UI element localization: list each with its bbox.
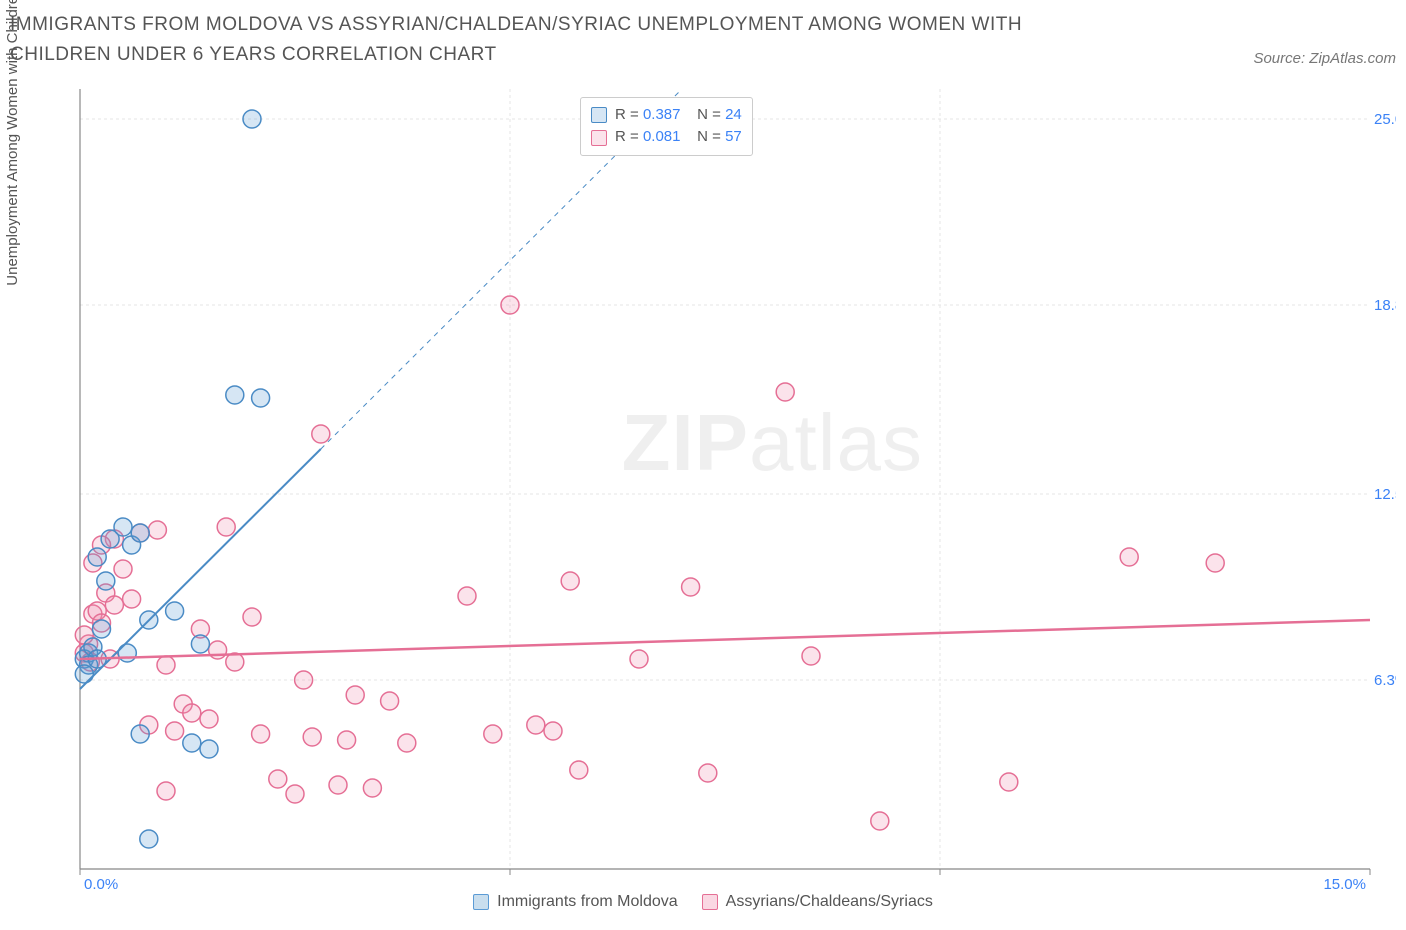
- legend-swatch: [473, 894, 489, 910]
- chart-header: IMMIGRANTS FROM MOLDOVA VS ASSYRIAN/CHAL…: [10, 10, 1396, 71]
- svg-text:12.5%: 12.5%: [1374, 486, 1396, 503]
- series-legend: Immigrants from Moldova Assyrians/Chaldea…: [10, 893, 1396, 911]
- source-label: Source: ZipAtlas.com: [1253, 50, 1396, 71]
- legend-label: Immigrants from Moldova: [497, 893, 678, 911]
- svg-text:0.0%: 0.0%: [84, 876, 118, 889]
- legend-swatch: [591, 130, 607, 146]
- y-axis-label: Unemployment Among Women with Children U…: [4, 0, 21, 285]
- legend-text: R = 0.387 N = 24: [615, 104, 742, 127]
- legend-row: R = 0.081 N = 57: [591, 126, 742, 149]
- correlation-legend: R = 0.387 N = 24R = 0.081 N = 57: [580, 97, 753, 156]
- legend-label: Assyrians/Chaldeans/Syriacs: [726, 893, 933, 911]
- svg-text:25.0%: 25.0%: [1374, 111, 1396, 128]
- legend-swatch: [591, 107, 607, 123]
- legend-item: Assyrians/Chaldeans/Syriacs: [702, 893, 933, 911]
- legend-text: R = 0.081 N = 57: [615, 126, 742, 149]
- legend-row: R = 0.387 N = 24: [591, 104, 742, 127]
- svg-text:15.0%: 15.0%: [1323, 876, 1366, 889]
- scatter-chart-svg: 6.3% 12.5% 18.8% 25.0% 0.0% 15.0%: [10, 79, 1396, 889]
- chart-area: Unemployment Among Women with Children U…: [10, 79, 1396, 889]
- chart-title: IMMIGRANTS FROM MOLDOVA VS ASSYRIAN/CHAL…: [10, 10, 1110, 71]
- svg-text:6.3%: 6.3%: [1374, 672, 1396, 689]
- svg-text:18.8%: 18.8%: [1374, 297, 1396, 314]
- legend-item: Immigrants from Moldova: [473, 893, 678, 911]
- legend-swatch: [702, 894, 718, 910]
